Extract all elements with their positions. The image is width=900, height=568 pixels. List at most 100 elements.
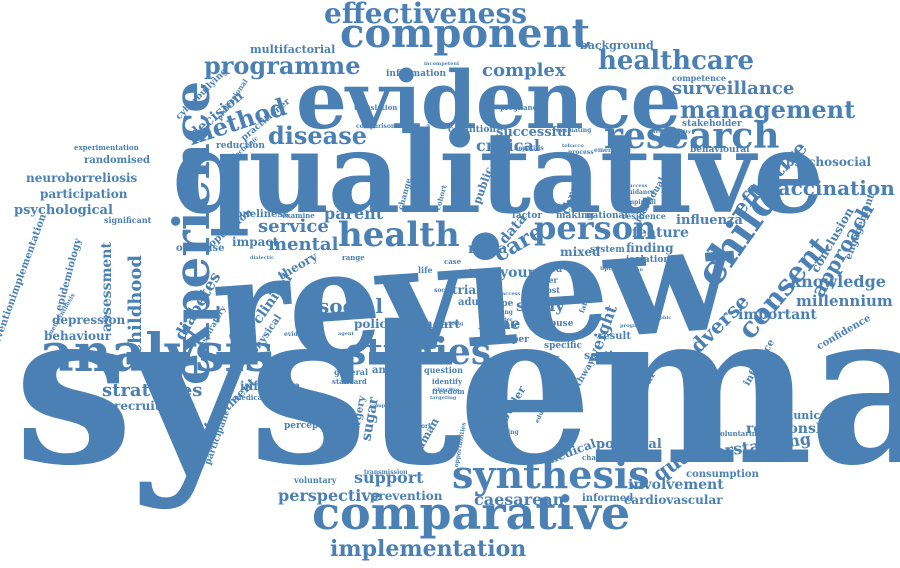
word-mixed: mixed [560, 245, 601, 259]
word-heterogeneity: heterogeneity [652, 129, 691, 135]
word-young: young [500, 265, 548, 281]
word-impact: impact [232, 235, 279, 249]
word-factor: factor [512, 211, 543, 221]
word-evidencia: evidencia [284, 331, 316, 338]
word-reduction: reduction [216, 141, 265, 151]
word-evaluating: evaluating [556, 127, 592, 134]
word-successful: successful [496, 125, 572, 140]
word-millennium: millennium [796, 292, 893, 310]
word-system: system [590, 245, 625, 255]
word-uptake: uptake [600, 265, 624, 272]
word-making: making [556, 211, 594, 221]
word-aged: aged [538, 265, 563, 275]
word-result: result [598, 331, 631, 342]
word-experimentation: experimentation [74, 143, 139, 152]
word-emotion: emotion [620, 267, 643, 273]
word-pregnancy: pregnancy [500, 103, 541, 112]
word-policy: policy [354, 317, 394, 331]
word-service: service [258, 216, 329, 237]
word-argument: argument [618, 377, 651, 384]
word-psychosocial: psychosocial [786, 155, 872, 169]
word-critical: critical [476, 136, 540, 155]
word-objective: objective [434, 387, 460, 393]
word-case: case [444, 257, 462, 266]
word-translation: translation [354, 103, 398, 112]
word-communication: communication [756, 409, 852, 422]
word-perspective: perspective [278, 486, 381, 505]
word-parent: parent [324, 204, 384, 223]
word-lyme: lyme [478, 314, 521, 333]
word-access: access [502, 291, 521, 297]
word-resilience: resilience [622, 211, 666, 221]
word-isolation: isolation [626, 255, 670, 265]
word-prognosis: prognosis [620, 323, 648, 329]
word-examine: examine [282, 211, 315, 220]
word-specific: specific [544, 341, 583, 351]
word-identify: identify [432, 377, 463, 386]
word-health: health [338, 215, 460, 255]
word-vaccination: vaccination [766, 176, 895, 200]
word-surveillance: surveillance [672, 78, 795, 99]
word-systematic: systematic [14, 263, 900, 512]
word-psychological: psychological [14, 203, 113, 218]
word-framework: framework [396, 423, 433, 430]
word-paper: paper [500, 335, 529, 345]
word-complied: complied [370, 403, 396, 409]
word-standard: standard [332, 377, 367, 386]
word-emergence: emergence [594, 147, 631, 154]
word-section: section [584, 349, 629, 362]
word-significant: significant [104, 215, 152, 225]
word-freedom: freedom [432, 387, 465, 396]
word-voluntary: voluntary [294, 475, 337, 485]
word-support: support [354, 468, 424, 487]
word-user: user [538, 275, 558, 285]
word-relationship: relationship [746, 421, 842, 437]
word-important: important [738, 307, 817, 323]
word-condition: condition [448, 125, 496, 135]
word-living: living [494, 309, 513, 316]
word-programme: programme [204, 51, 361, 80]
word-caesarean: caesarean [474, 490, 565, 509]
word-childhood: childhood [125, 255, 146, 355]
word-prescribing: prescribing [480, 429, 519, 436]
word-consumption: consumption [686, 469, 759, 480]
word-complex: complex [482, 60, 566, 81]
word-perception: perception [284, 421, 339, 431]
word-optimise: optimise [176, 243, 225, 254]
word-recruitment: recruitment [114, 399, 196, 413]
word-randomised: randomised [84, 155, 151, 166]
word-range: range [342, 253, 365, 262]
word-dialectic: dialectic [250, 255, 275, 261]
word-social: social [318, 294, 383, 318]
word-agent: agent [338, 331, 354, 337]
word-rating: rating [446, 321, 464, 327]
word-knowledge: knowledge [790, 272, 886, 291]
word-voluntariness: voluntariness [716, 429, 770, 438]
word-comparative: comparative [312, 486, 631, 540]
word-assessment: assessment [98, 242, 115, 332]
word-background: background [580, 39, 654, 52]
word-mental: mental [268, 234, 339, 255]
word-guidance: guidance [624, 189, 655, 196]
word-success: success [626, 183, 648, 189]
word-effectiveness: effectiveness [324, 0, 528, 30]
word-finding: finding [626, 241, 674, 255]
word-behavioural: behavioural [690, 145, 750, 155]
word-trial: trial [452, 283, 481, 297]
word-multifactorial: multifactorial [250, 43, 336, 56]
word-analysis: analysis [40, 323, 274, 384]
word-process: process [568, 149, 594, 156]
word-life: life [418, 265, 433, 275]
word-older: older [498, 317, 513, 323]
word-management: management [680, 95, 856, 124]
word-medication: medication [234, 393, 278, 402]
word-research: research [604, 115, 780, 157]
word-comparison: comparison [356, 123, 396, 130]
word-social-small: social [434, 287, 454, 294]
word-competence: competence [672, 73, 726, 83]
word-abuse: abuse [544, 319, 574, 329]
word-infection: infection [240, 379, 301, 393]
word-question: question [424, 365, 463, 375]
word-participation: participation [40, 187, 128, 201]
